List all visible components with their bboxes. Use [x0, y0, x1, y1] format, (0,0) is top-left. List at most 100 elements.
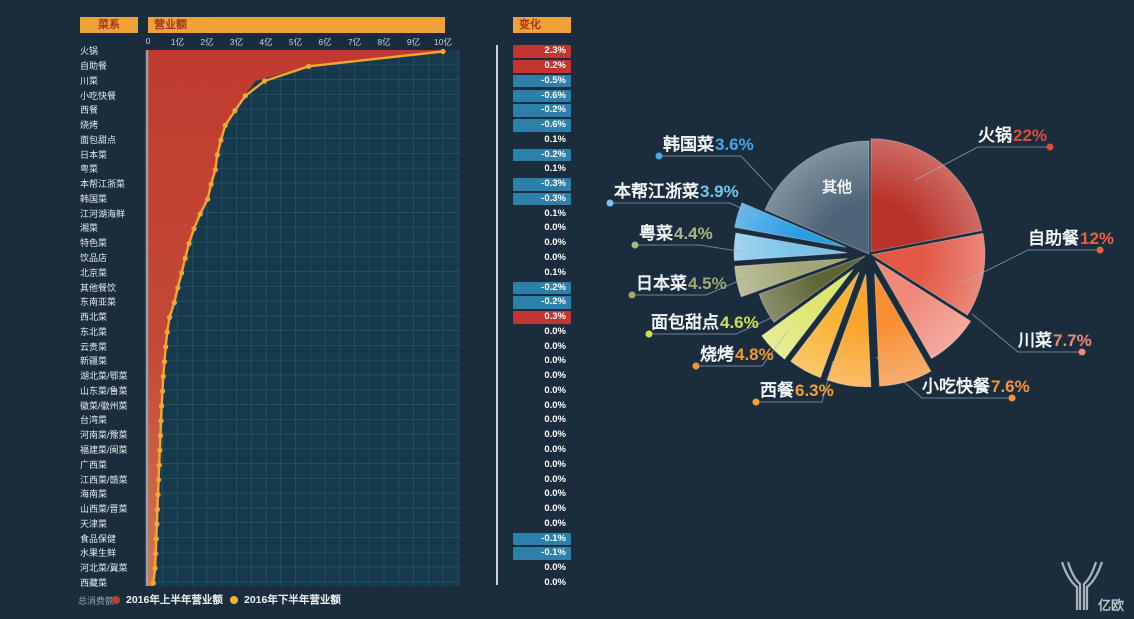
change-chip: 0.1%: [544, 133, 566, 145]
category-label: 西藏菜: [80, 577, 108, 588]
change-chip: 0.1%: [544, 207, 566, 219]
category-label: 徽菜/徽州菜: [80, 400, 128, 411]
category-label: 特色菜: [80, 238, 108, 249]
category-label: 水果生鲜: [80, 548, 117, 559]
change-chip: -0.2%: [513, 296, 571, 309]
category-label: 面包甜点: [80, 134, 117, 145]
axis-tick: 9亿: [406, 37, 421, 47]
category-label: 小吃快餐: [80, 90, 117, 101]
pie-label-other: 其他: [822, 179, 853, 196]
axis-tick: 1亿: [170, 37, 185, 47]
cuisine-share-pie-chart[interactable]: [590, 100, 1134, 445]
pie-label-小吃快餐: 小吃快餐7.6%: [922, 377, 1030, 396]
pie-label-本帮江浙菜: 本帮江浙菜3.9%: [614, 182, 739, 201]
category-label: 山西菜/晋菜: [80, 504, 128, 515]
change-chip: -0.3%: [513, 178, 571, 191]
change-chip: 0.0%: [544, 251, 566, 263]
category-label: 天津菜: [80, 518, 108, 529]
revenue-area-chart[interactable]: [140, 36, 470, 592]
change-chip: -0.2%: [513, 148, 571, 162]
change-chip: -0.6%: [513, 119, 571, 132]
change-chip: 0.0%: [544, 325, 566, 337]
change-chip: 0.0%: [544, 562, 566, 574]
axis-tick: 3亿: [229, 37, 244, 47]
category-label: 火锅: [80, 46, 99, 57]
change-chip: 0.0%: [544, 488, 566, 500]
change-chip: -0.2%: [513, 104, 571, 117]
pie-label-日本菜: 日本菜4.5%: [636, 274, 727, 293]
legend-item-h1[interactable]: 2016年上半年营业额: [112, 592, 223, 607]
pie-slice-日本菜[interactable]: [758, 255, 866, 323]
legend-dot-h1: [112, 595, 120, 604]
pie-label-韩国菜: 韩国菜3.6%: [663, 135, 754, 154]
category-label: 海南菜: [80, 489, 108, 500]
pie-slice-西餐[interactable]: [826, 273, 872, 388]
pie-label-火锅: 火锅22%: [978, 126, 1048, 145]
category-label: 日本菜: [80, 149, 108, 160]
category-label: 东南亚菜: [80, 297, 117, 308]
pie-slice-韩国菜[interactable]: [734, 202, 847, 248]
change-chip: 0.3%: [513, 311, 571, 324]
category-label: 河北菜/冀菜: [80, 563, 128, 574]
pie-label-自助餐: 自助餐12%: [1028, 229, 1115, 248]
pie-label-粤菜: 粤菜4.4%: [639, 224, 713, 243]
category-label: 山东菜/鲁菜: [80, 385, 128, 396]
category-label: 云贵菜: [80, 341, 108, 352]
change-chip: -0.1%: [513, 532, 571, 546]
legend-dot-h2: [230, 595, 238, 604]
change-chip: -0.1%: [513, 547, 571, 560]
category-label: 江河湖海鲜: [80, 208, 126, 219]
change-chip: -0.2%: [513, 281, 571, 295]
change-chip: 0.0%: [544, 340, 566, 352]
change-chip: 0.0%: [544, 576, 566, 588]
change-chip: 2.3%: [513, 45, 571, 58]
category-label: 其他餐饮: [80, 282, 117, 293]
change-chip: -0.3%: [513, 192, 571, 206]
axis-tick: 10亿: [434, 37, 452, 47]
category-label: 西北菜: [80, 312, 108, 323]
category-label: 江西菜/赣菜: [80, 474, 128, 485]
category-label: 北京菜: [80, 267, 108, 278]
yiou-logo: 亿欧: [1060, 561, 1124, 613]
pie-slice-火锅[interactable]: [870, 138, 983, 253]
pie-slice-其他[interactable]: [764, 140, 870, 255]
pie-slice-烧烤[interactable]: [789, 271, 860, 379]
legend-item-h2[interactable]: 2016年下半年营业额: [230, 592, 341, 607]
axis-tick: 0: [145, 36, 151, 46]
change-chip: -0.5%: [513, 74, 571, 88]
change-chip: 0.0%: [544, 370, 566, 382]
axis-tick: 7亿: [347, 37, 362, 47]
legend-label-h1: 2016年上半年营业额: [126, 594, 223, 606]
pie-slice-本帮江浙菜[interactable]: [733, 232, 848, 262]
change-chip: 0.0%: [544, 429, 566, 441]
change-chip: 0.0%: [544, 517, 566, 529]
change-chip: 0.0%: [544, 473, 566, 485]
change-chip: 0.0%: [544, 355, 566, 367]
category-label: 广西菜: [80, 459, 108, 470]
change-chip: 0.1%: [544, 266, 566, 278]
category-label: 食品保健: [80, 533, 117, 544]
pie-slice-川菜[interactable]: [874, 260, 972, 360]
pie-slice-小吃快餐[interactable]: [874, 272, 932, 387]
category-label: 饮品店: [80, 252, 108, 263]
change-chip: 0.2%: [513, 59, 571, 73]
change-chip: 0.0%: [544, 384, 566, 396]
legend-label-h2: 2016年下半年营业额: [244, 594, 341, 606]
category-label: 台湾菜: [80, 415, 108, 426]
category-label: 粤菜: [80, 164, 99, 175]
panel-divider: [496, 45, 498, 585]
category-label: 湘菜: [80, 223, 99, 234]
change-chip: 0.0%: [544, 414, 566, 426]
category-label: 湖北菜/鄂菜: [80, 371, 128, 382]
axis-tick: 5亿: [288, 37, 303, 47]
axis-tick: 8亿: [377, 37, 391, 47]
pie-label-川菜: 川菜7.7%: [1018, 331, 1092, 350]
pie-slice-面包甜点[interactable]: [761, 268, 854, 360]
change-chip: 0.0%: [544, 503, 566, 515]
change-column-header: 变化: [513, 17, 571, 33]
category-label: 西餐: [80, 105, 99, 116]
pie-slice-自助餐[interactable]: [870, 232, 986, 316]
legend-prefix: 总消费额: [78, 596, 115, 606]
category-label: 韩国菜: [80, 193, 108, 204]
